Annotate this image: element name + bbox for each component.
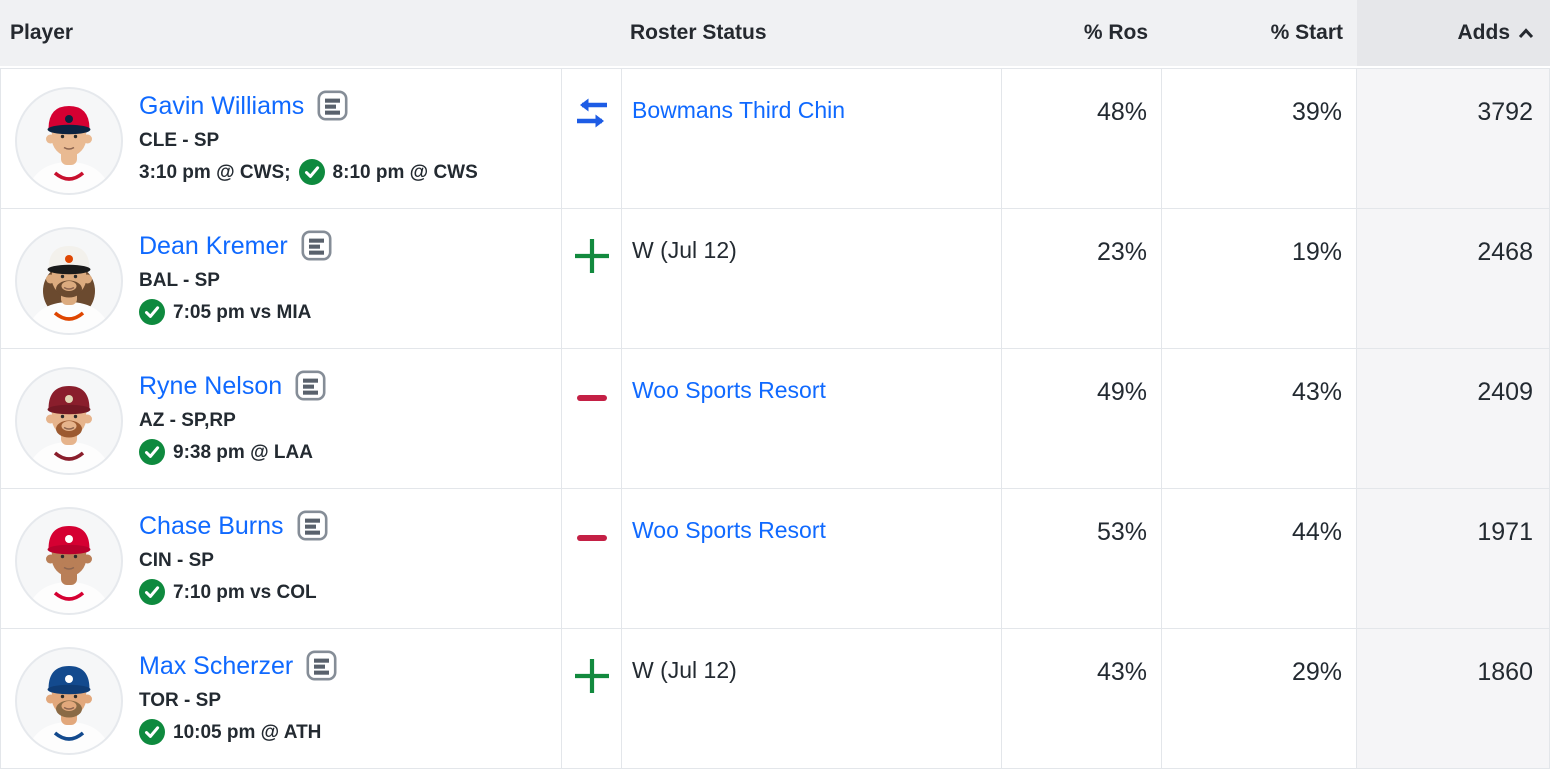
- column-header-pct-ros[interactable]: % Ros: [1083, 21, 1148, 44]
- roster-status-cell: Woo Sports Resort: [622, 489, 1002, 628]
- player-note-icon[interactable]: [317, 90, 348, 121]
- roster-action-cell: [562, 629, 622, 768]
- roster-status-text: W (Jul 12): [632, 657, 737, 683]
- roster-status-cell: W (Jul 12): [622, 629, 1002, 768]
- pct-start-value: 19%: [1162, 209, 1357, 348]
- player-avatar[interactable]: [15, 647, 123, 755]
- adds-value: 2409: [1357, 349, 1550, 488]
- table-header: Player Roster Status % Ros % Start Adds: [0, 0, 1550, 66]
- pct-start-value: 39%: [1162, 69, 1357, 208]
- column-header-pct-start[interactable]: % Start: [1270, 21, 1343, 44]
- player-team-position: AZ - SP,RP: [139, 410, 236, 431]
- player-name-link[interactable]: Dean Kremer: [139, 231, 288, 260]
- player-avatar[interactable]: [15, 367, 123, 475]
- player-avatar[interactable]: [15, 507, 123, 615]
- pct-start-value: 29%: [1162, 629, 1357, 768]
- game-time: 8:10 pm @ CWS: [332, 161, 478, 183]
- table-row: Max Scherzer TOR - SP 10:05 pm: [1, 629, 1550, 769]
- roster-status-text[interactable]: Woo Sports Resort: [632, 377, 826, 403]
- game-time: 10:05 pm @ ATH: [173, 721, 322, 743]
- roster-status-cell: Woo Sports Resort: [622, 349, 1002, 488]
- player-avatar[interactable]: [15, 87, 123, 195]
- player-name-link[interactable]: Max Scherzer: [139, 651, 294, 680]
- pct-ros-value: 53%: [1002, 489, 1162, 628]
- plus-icon[interactable]: [572, 236, 612, 276]
- adds-header-label: Adds: [1457, 21, 1511, 44]
- roster-status-cell: W (Jul 12): [622, 209, 1002, 348]
- player-note-icon[interactable]: [306, 650, 337, 681]
- game-time: 7:10 pm vs COL: [173, 581, 317, 603]
- player-game-info: 9:38 pm @ LAA: [139, 439, 326, 465]
- roster-action-cell: [562, 489, 622, 628]
- adds-value: 1971: [1357, 489, 1550, 628]
- player-info: Chase Burns CIN - SP 7:10 pm vs: [139, 507, 328, 628]
- swap-arrows-icon[interactable]: [574, 97, 610, 129]
- roster-status-text[interactable]: Woo Sports Resort: [632, 517, 826, 543]
- adds-value: 1860: [1357, 629, 1550, 768]
- check-circle-icon: [298, 159, 325, 185]
- minus-icon[interactable]: [576, 395, 607, 401]
- column-header-roster-status[interactable]: Roster Status: [630, 21, 767, 44]
- player-team-position: CIN - SP: [139, 550, 214, 571]
- roster-status-text[interactable]: Bowmans Third Chin: [632, 97, 846, 123]
- player-note-icon[interactable]: [297, 510, 328, 541]
- column-header-player[interactable]: Player: [10, 21, 74, 44]
- roster-status-cell: Bowmans Third Chin: [622, 69, 1002, 208]
- check-circle-icon: [139, 579, 165, 605]
- player-name-link[interactable]: Gavin Williams: [139, 91, 305, 120]
- game-pre: 3:10 pm @ CWS;: [139, 161, 291, 183]
- table-row: Chase Burns CIN - SP 7:10 pm vs: [1, 489, 1550, 629]
- game-time: 9:38 pm @ LAA: [173, 441, 313, 463]
- table-row: Ryne Nelson AZ - SP,RP 9:38 pm: [1, 349, 1550, 489]
- pct-ros-value: 23%: [1002, 209, 1162, 348]
- pct-ros-value: 49%: [1002, 349, 1162, 488]
- plus-icon[interactable]: [572, 656, 612, 696]
- roster-action-cell: [562, 349, 622, 488]
- pct-ros-value: 48%: [1002, 69, 1162, 208]
- check-circle-icon: [139, 719, 165, 745]
- table-row: Dean Kremer BAL - SP 7:05 pm vs: [1, 209, 1550, 349]
- player-name-link[interactable]: Ryne Nelson: [139, 371, 283, 400]
- player-game-info: 7:05 pm vs MIA: [139, 299, 332, 325]
- player-team-position: CLE - SP: [139, 130, 220, 151]
- minus-icon[interactable]: [576, 535, 607, 541]
- player-cell: Max Scherzer TOR - SP 10:05 pm: [1, 629, 562, 768]
- player-info: Ryne Nelson AZ - SP,RP 9:38 pm: [139, 367, 326, 488]
- player-name-link[interactable]: Chase Burns: [139, 511, 284, 540]
- roster-action-cell: [562, 209, 622, 348]
- player-team-position: TOR - SP: [139, 690, 221, 711]
- player-game-info: 3:10 pm @ CWS; 8:10 pm @ CWS: [139, 159, 478, 185]
- pct-start-value: 43%: [1162, 349, 1357, 488]
- player-note-icon[interactable]: [301, 230, 332, 261]
- pct-start-value: 44%: [1162, 489, 1357, 628]
- adds-value: 2468: [1357, 209, 1550, 348]
- check-circle-icon: [139, 439, 165, 465]
- game-time: 7:05 pm vs MIA: [173, 301, 312, 323]
- roster-status-text: W (Jul 12): [632, 237, 737, 263]
- player-note-icon[interactable]: [295, 370, 326, 401]
- player-cell: Gavin Williams CLE - SP 3:10 pm @ CWS;: [1, 69, 562, 208]
- player-info: Max Scherzer TOR - SP 10:05 pm: [139, 647, 337, 768]
- pct-ros-value: 43%: [1002, 629, 1162, 768]
- table-row: Gavin Williams CLE - SP 3:10 pm @ CWS;: [1, 69, 1550, 209]
- player-game-info: 7:10 pm vs COL: [139, 579, 328, 605]
- chevron-up-icon: [1518, 27, 1534, 38]
- column-header-adds[interactable]: Adds: [1357, 0, 1550, 66]
- player-team-position: BAL - SP: [139, 270, 220, 291]
- player-cell: Ryne Nelson AZ - SP,RP 9:38 pm: [1, 349, 562, 488]
- player-info: Dean Kremer BAL - SP 7:05 pm vs: [139, 227, 332, 348]
- player-avatar[interactable]: [15, 227, 123, 335]
- player-info: Gavin Williams CLE - SP 3:10 pm @ CWS;: [139, 87, 478, 208]
- player-cell: Chase Burns CIN - SP 7:10 pm vs: [1, 489, 562, 628]
- adds-value: 3792: [1357, 69, 1550, 208]
- player-table-body: Gavin Williams CLE - SP 3:10 pm @ CWS;: [0, 68, 1550, 769]
- roster-action-cell: [562, 69, 622, 208]
- check-circle-icon: [139, 299, 165, 325]
- player-game-info: 10:05 pm @ ATH: [139, 719, 337, 745]
- player-cell: Dean Kremer BAL - SP 7:05 pm vs: [1, 209, 562, 348]
